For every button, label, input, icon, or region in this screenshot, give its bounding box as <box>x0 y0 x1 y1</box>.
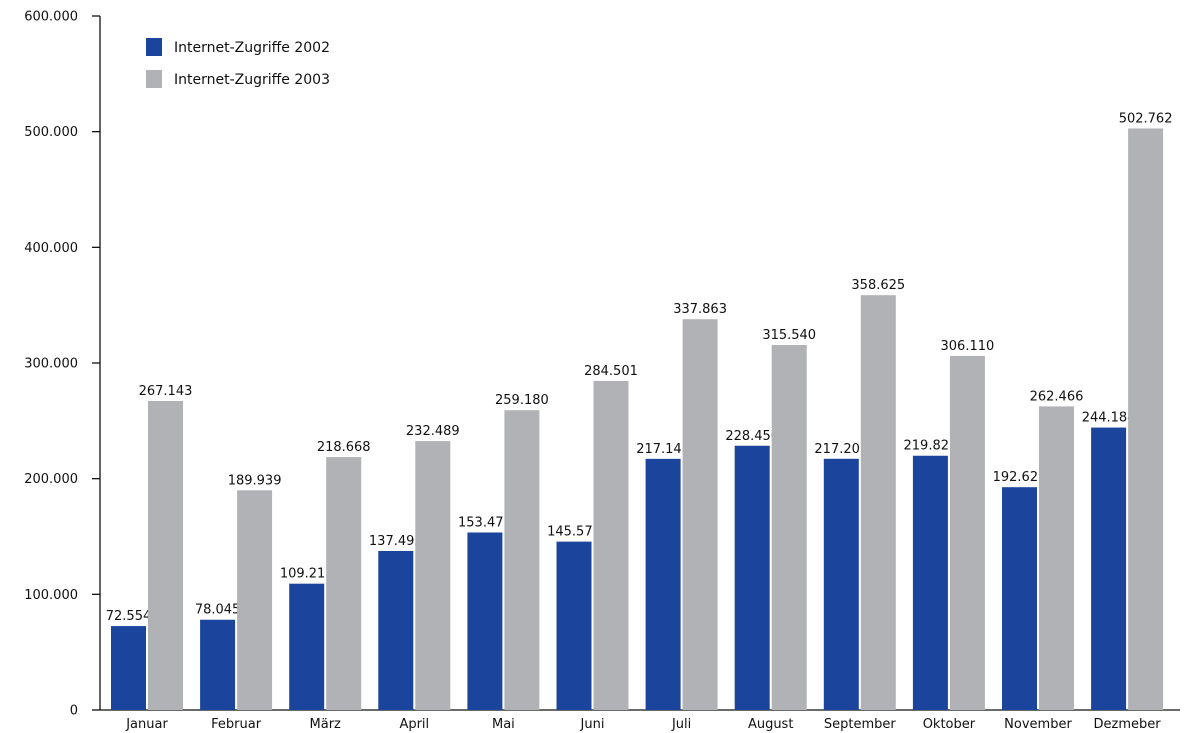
bar-group: 145.575 284.501 <box>547 364 638 710</box>
bar-group: 72.554 267.143 <box>106 384 193 710</box>
data-label: 267.143 <box>139 384 193 399</box>
data-label: 217.143 <box>636 442 690 457</box>
x-tick-label: Juni <box>580 717 605 732</box>
bar-group: 137.495 232.489 <box>369 424 460 710</box>
bar-2002 <box>823 458 859 710</box>
x-tick-label: März <box>310 717 342 732</box>
bar-2002 <box>378 550 414 710</box>
data-label: 109.211 <box>280 567 334 582</box>
data-label: 358.625 <box>851 278 905 293</box>
data-label: 306.110 <box>941 339 995 354</box>
x-tick-label: November <box>1004 717 1072 732</box>
data-label: 337.863 <box>673 302 727 317</box>
y-tick-label: 100.000 <box>24 588 78 603</box>
bar-2002 <box>734 445 770 710</box>
bars: 72.554 267.143 78.045 189.939 109.211 218.668… <box>106 111 1173 711</box>
data-label: 72.554 <box>106 609 152 624</box>
x-tick-label: September <box>824 717 897 732</box>
bar-2002 <box>111 626 146 710</box>
bar-group: 109.211 218.668 <box>280 440 371 710</box>
x-tick-label: Mai <box>492 717 515 732</box>
data-label: 78.045 <box>195 603 241 618</box>
bar-group: 217.203 358.625 <box>814 278 905 710</box>
data-label: 262.466 <box>1030 389 1084 404</box>
data-label: 502.762 <box>1119 111 1173 126</box>
bar-group: 217.143 337.863 <box>636 302 727 710</box>
data-label: 218.668 <box>317 440 371 455</box>
legend-label: Internet-Zugriffe 2002 <box>174 40 330 56</box>
data-label: 232.489 <box>406 424 460 439</box>
bar-2002 <box>645 458 681 710</box>
bar-group: 153.473 259.180 <box>458 393 549 710</box>
x-tick-label: Juli <box>671 717 691 732</box>
bar-2003 <box>949 355 985 710</box>
y-tick-label: 200.000 <box>24 472 78 487</box>
bar-2002 <box>200 619 236 710</box>
bar-2002 <box>556 541 592 710</box>
bar-2003 <box>326 457 362 710</box>
data-label: 153.473 <box>458 515 512 530</box>
x-tick-label: Februar <box>211 717 262 732</box>
bar-2002 <box>289 583 325 710</box>
bar-2003 <box>593 380 629 710</box>
bar-2003 <box>415 441 451 710</box>
data-label: 259.180 <box>495 393 549 408</box>
y-tick-label: 400.000 <box>24 241 78 256</box>
data-label: 228.450 <box>725 429 779 444</box>
bar-2003 <box>1039 406 1074 710</box>
bar-2003 <box>237 490 273 710</box>
bar-2003 <box>1128 128 1164 711</box>
bar-2002 <box>1002 487 1037 710</box>
bar-2002 <box>467 532 503 710</box>
data-label: 284.501 <box>584 364 638 379</box>
bar-group: 78.045 189.939 <box>195 473 282 710</box>
bar-2003 <box>504 410 540 710</box>
data-label: 145.575 <box>547 525 601 540</box>
bar-2003 <box>860 295 896 710</box>
bar-2003 <box>771 345 807 710</box>
data-label: 137.495 <box>369 534 423 549</box>
x-tick-label: August <box>748 717 794 732</box>
data-label: 217.203 <box>814 442 868 457</box>
legend-label: Internet-Zugriffe 2003 <box>174 72 330 88</box>
data-label: 192.628 <box>993 470 1047 485</box>
legend-swatch <box>146 38 162 56</box>
bar-2003 <box>148 401 183 710</box>
data-label: 315.540 <box>762 328 816 343</box>
x-tick-label: Januar <box>125 717 168 732</box>
bar-2002 <box>1091 427 1127 710</box>
x-tick-label: April <box>399 717 429 732</box>
x-tick-label: Oktober <box>923 717 976 732</box>
x-axis: Januar Februar März April Mai Juni Juli August S… <box>100 709 1180 732</box>
bar-2003 <box>682 319 718 710</box>
bar-group: 244.184 502.762 <box>1082 111 1173 711</box>
bar-2002 <box>912 455 948 710</box>
bar-group: 219.821 306.110 <box>904 339 995 710</box>
legend: Internet-Zugriffe 2002 Internet-Zugriffe … <box>146 38 330 88</box>
bar-group: 228.450 315.540 <box>725 328 816 710</box>
y-tick-label: 300.000 <box>24 357 78 372</box>
y-tick-label: 600.000 <box>24 10 78 25</box>
x-tick-label: Dezmeber <box>1094 717 1162 732</box>
y-tick-label: 500.000 <box>24 125 78 140</box>
y-axis: 0 100.000 200.000 300.000 400.000 500.000 600.… <box>24 10 101 719</box>
data-label: 189.939 <box>228 473 282 488</box>
legend-swatch <box>146 70 162 88</box>
data-label: 244.184 <box>1082 411 1136 426</box>
data-label: 219.821 <box>904 439 958 454</box>
bar-group: 192.628 262.466 <box>993 389 1084 710</box>
y-tick-label: 0 <box>70 704 78 719</box>
